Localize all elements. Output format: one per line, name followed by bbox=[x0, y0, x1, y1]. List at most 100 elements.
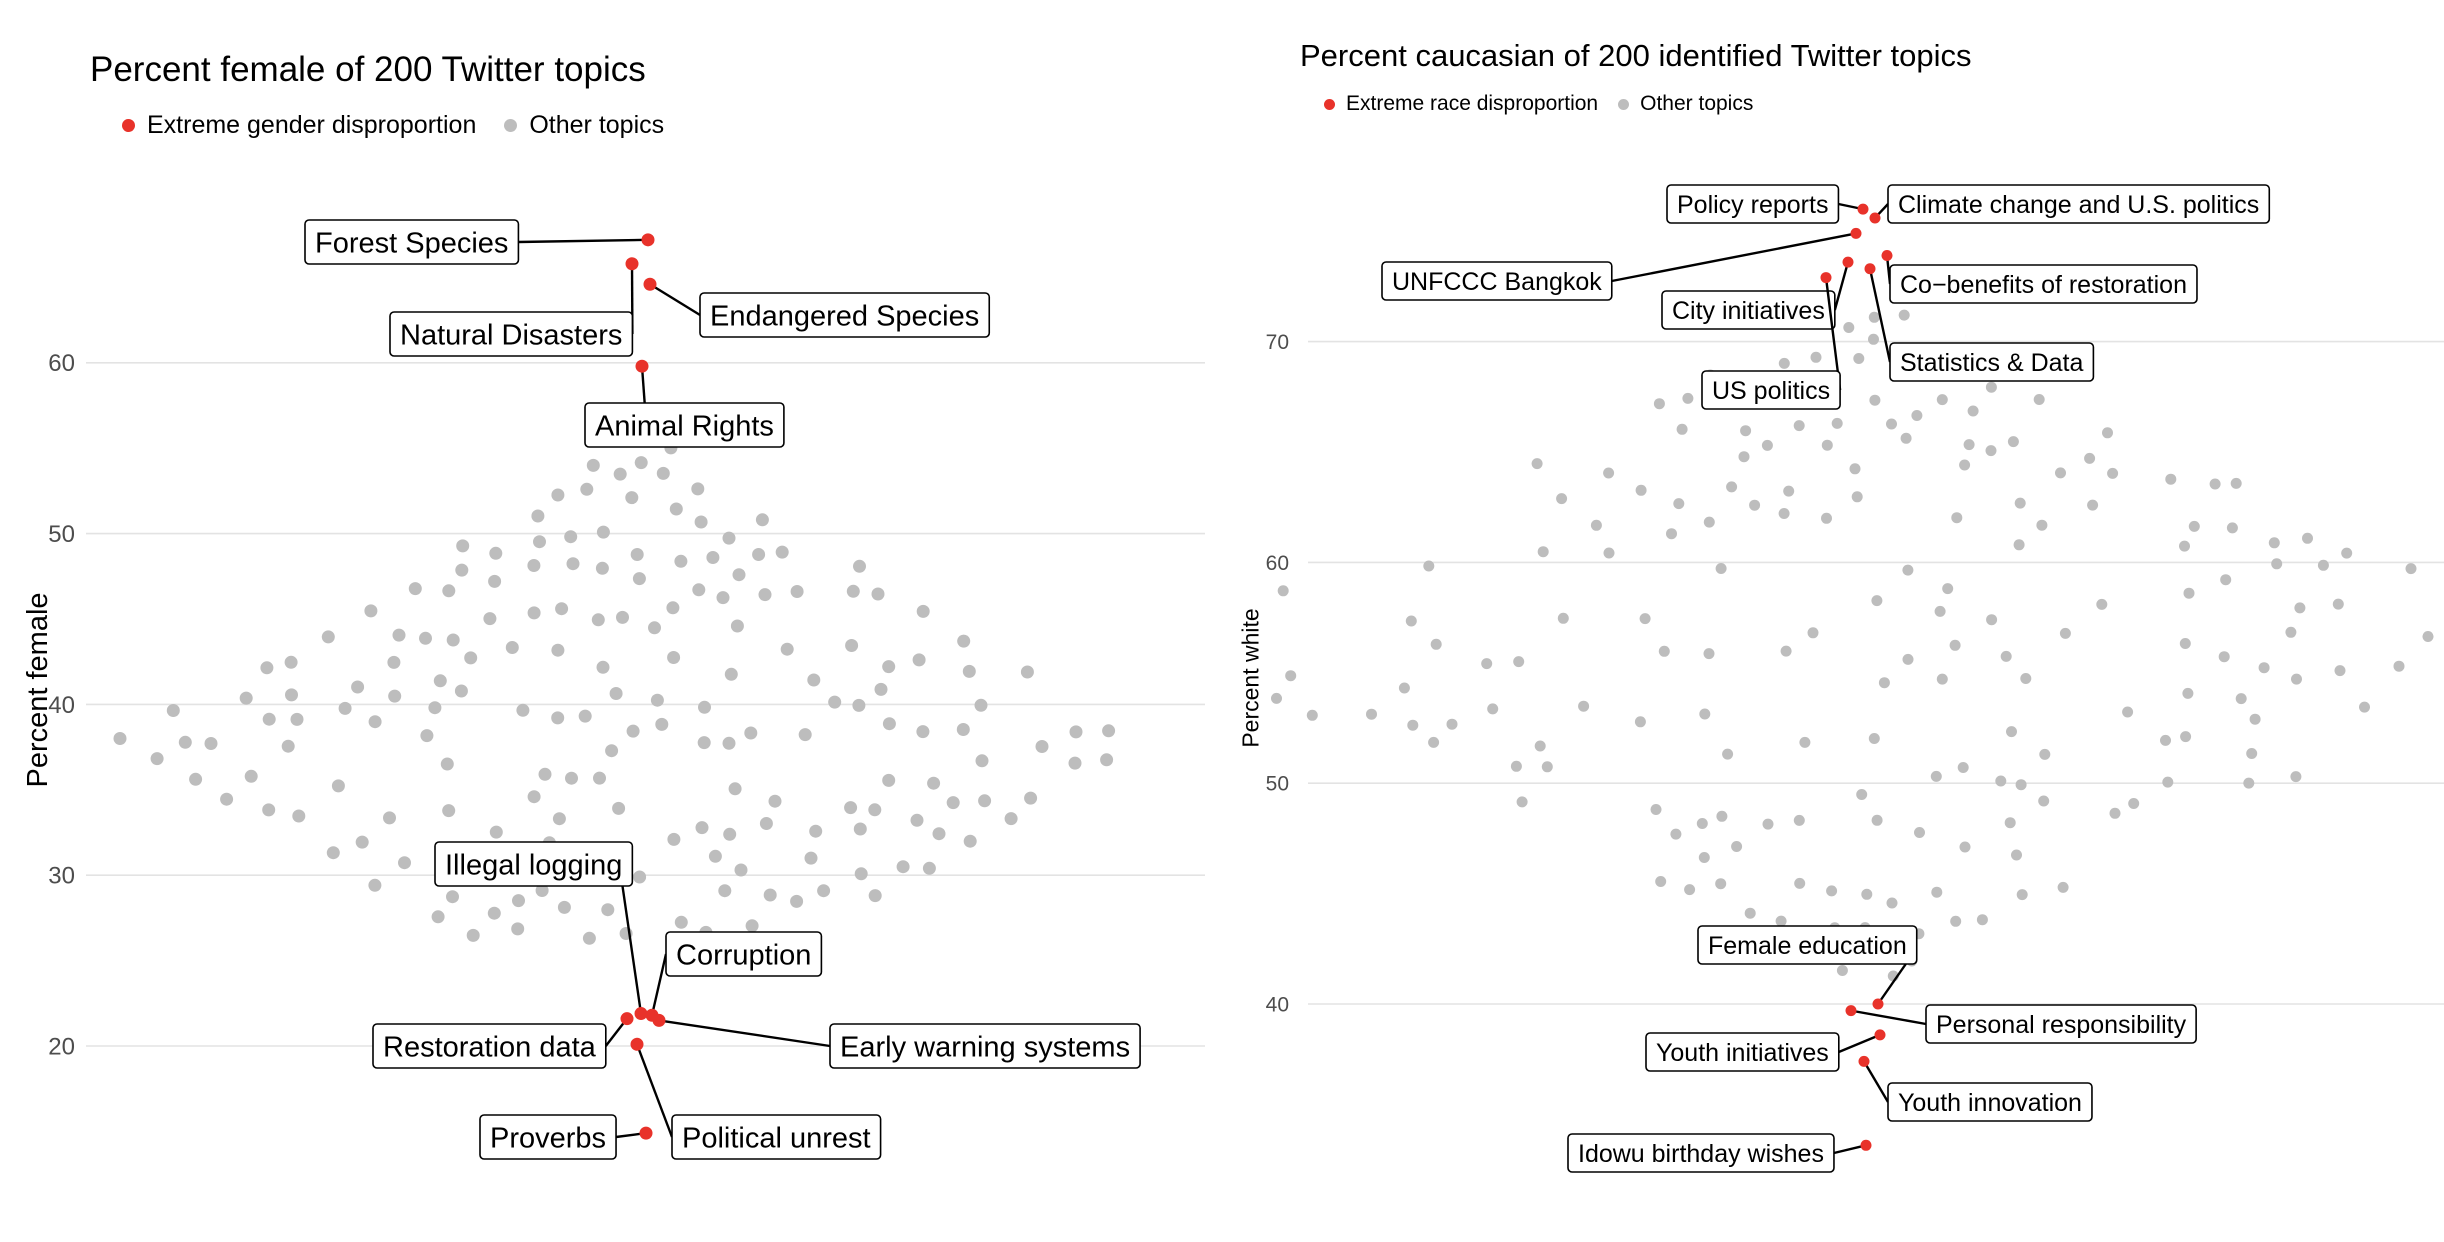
legend-other-label: Other topics bbox=[529, 111, 665, 139]
other-topic-point bbox=[752, 548, 766, 561]
legend: Extreme gender disproportion Other topic… bbox=[122, 111, 692, 140]
other-topic-point bbox=[708, 849, 722, 863]
label-leader-line bbox=[1862, 1060, 1890, 1103]
other-topic-point bbox=[674, 554, 688, 568]
other-topic-point bbox=[512, 894, 525, 908]
other-topic-point bbox=[1930, 770, 1942, 782]
other-topic-point bbox=[605, 744, 619, 758]
other-topic-point bbox=[868, 889, 882, 903]
other-topic-point bbox=[150, 752, 164, 766]
other-topic-point bbox=[178, 735, 192, 749]
legend-highlight-label: Extreme race disproportion bbox=[1346, 92, 1599, 115]
topic-label: Animal Rights bbox=[595, 410, 774, 442]
other-topic-point bbox=[442, 804, 456, 818]
other-topic-point bbox=[655, 717, 669, 731]
other-topic-point bbox=[1004, 812, 1018, 826]
other-topic-point bbox=[1020, 665, 1034, 679]
other-topic-point bbox=[798, 728, 812, 742]
other-topic-point bbox=[189, 772, 203, 786]
other-topic-point bbox=[1513, 656, 1525, 668]
other-topic-point bbox=[1853, 353, 1865, 364]
other-topic-point bbox=[2268, 537, 2280, 549]
other-topic-point bbox=[2087, 499, 2099, 511]
other-topic-point bbox=[2004, 817, 2016, 829]
other-topic-point bbox=[775, 545, 789, 559]
topic-label: Natural Disasters bbox=[400, 319, 622, 351]
other-topic-point bbox=[601, 903, 615, 917]
other-topic-point bbox=[428, 701, 442, 715]
other-topic-point bbox=[1869, 394, 1881, 406]
y-tick-label: 60 bbox=[48, 350, 75, 377]
other-topic-point bbox=[807, 673, 821, 687]
other-topic-point bbox=[2182, 687, 2194, 699]
label-leader-line bbox=[1850, 1009, 1927, 1026]
other-topic-point bbox=[2405, 563, 2417, 575]
other-topic-point bbox=[1534, 740, 1546, 752]
other-topic-point bbox=[1716, 810, 1728, 822]
other-topic-point bbox=[1761, 439, 1773, 451]
highlighted-topic-point bbox=[625, 257, 639, 271]
y-axis-label: Percent white bbox=[1237, 608, 1263, 747]
other-topic-point bbox=[2332, 598, 2344, 610]
highlighted-topic-point bbox=[634, 1007, 648, 1021]
other-topic-point bbox=[551, 488, 565, 502]
other-topic-point bbox=[2235, 693, 2247, 705]
other-topic-point bbox=[2165, 473, 2177, 485]
label-leader-line bbox=[518, 238, 649, 244]
other-topic-point bbox=[882, 660, 896, 674]
other-topic-point bbox=[2258, 662, 2270, 674]
other-topic-point bbox=[853, 822, 867, 836]
other-topic-point bbox=[718, 884, 732, 898]
other-topic-point bbox=[1102, 724, 1116, 738]
other-topic-point bbox=[768, 794, 782, 808]
other-topic-point bbox=[1696, 818, 1708, 829]
other-topic-point bbox=[962, 664, 976, 678]
other-topic-point bbox=[489, 825, 503, 839]
other-topic-point bbox=[1726, 481, 1738, 493]
other-topic-point bbox=[2180, 731, 2192, 743]
other-topic-point bbox=[1541, 761, 1553, 773]
other-topic-point bbox=[292, 809, 306, 823]
other-topic-point bbox=[446, 633, 460, 647]
other-topic-point bbox=[1967, 405, 1979, 417]
other-topic-point bbox=[2011, 849, 2022, 861]
other-topic-point bbox=[912, 653, 926, 667]
other-topic-point bbox=[220, 792, 234, 806]
female-beeswarm-plot: 20 30 40 50 60 Percent female Forest Species Na… bbox=[22, 219, 1205, 1160]
other-topic-point bbox=[1578, 700, 1590, 712]
topic-label: Endangered Species bbox=[710, 300, 979, 332]
label-box bbox=[1701, 370, 1841, 410]
other-topic-point bbox=[1959, 459, 1971, 471]
other-topic-point bbox=[1306, 709, 1318, 721]
other-topic-point bbox=[759, 817, 773, 830]
other-topic-point bbox=[408, 582, 422, 596]
other-topic-point bbox=[1942, 583, 1954, 595]
other-topic-point bbox=[593, 771, 606, 785]
other-topic-point bbox=[466, 928, 480, 942]
topic-label: Idowu birthday wishes bbox=[1578, 1140, 1824, 1168]
other-topic-point bbox=[1985, 445, 1997, 457]
other-topic-point bbox=[166, 704, 180, 717]
topic-label: UNFCCC Bangkok bbox=[1392, 268, 1602, 296]
other-topic-point bbox=[1986, 614, 1998, 626]
label-box bbox=[434, 841, 634, 887]
other-topic-point bbox=[2291, 673, 2302, 685]
other-topic-point bbox=[1658, 645, 1670, 657]
other-topic-point bbox=[2000, 650, 2012, 662]
other-topic-point bbox=[1481, 658, 1493, 670]
other-topic-point bbox=[262, 803, 276, 817]
other-topic-point bbox=[1807, 627, 1819, 639]
other-topic-point bbox=[1843, 322, 1855, 333]
other-topic-point bbox=[1793, 420, 1805, 432]
other-topic-point bbox=[2243, 777, 2255, 789]
other-topic-point bbox=[2033, 394, 2045, 405]
highlighted-topic-point bbox=[1842, 256, 1854, 268]
other-topic-point bbox=[2393, 660, 2405, 672]
other-topic-point bbox=[1557, 612, 1569, 624]
y-tick-label: 20 bbox=[48, 1033, 75, 1060]
other-topic-point bbox=[2218, 651, 2230, 663]
other-topic-point bbox=[2317, 559, 2329, 571]
other-topic-point bbox=[1738, 451, 1750, 463]
other-topic-point bbox=[1673, 498, 1685, 510]
other-topic-point bbox=[1703, 516, 1715, 528]
